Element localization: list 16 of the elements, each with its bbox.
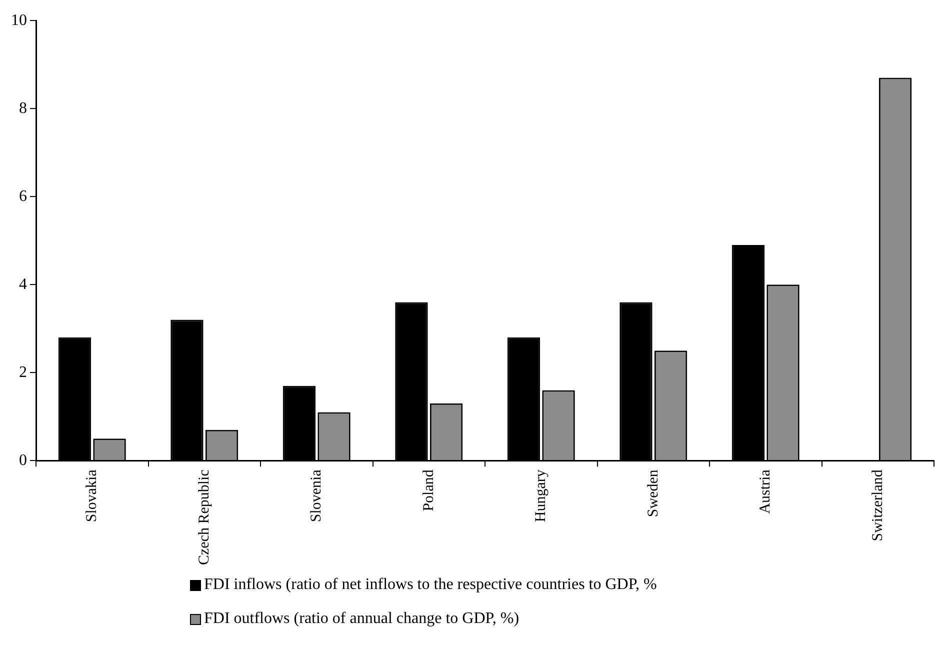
y-tick-label: 4: [19, 276, 27, 293]
x-tick-label: Poland: [420, 469, 437, 512]
x-tick-label: Hungary: [533, 469, 550, 522]
legend-label: FDI outflows (ratio of annual change to GDP, %): [204, 609, 520, 629]
y-tick-label: 0: [19, 452, 27, 469]
y-tick-label: 10: [11, 12, 27, 29]
y-tick-label: 6: [19, 188, 27, 205]
x-tick-label: Czech Republic: [196, 469, 212, 566]
x-tick-label: Sweden: [645, 469, 662, 518]
x-tick-label: Slovakia: [84, 469, 100, 522]
legend-label: FDI inflows (ratio of net inflows to the respective countries to GDP, %: [204, 575, 657, 595]
x-tick-label: Slovenia: [308, 469, 325, 522]
y-tick-label: 8: [19, 100, 27, 117]
x-tick-label: Switzerland: [870, 469, 886, 542]
y-tick-label: 2: [19, 364, 27, 381]
x-tick-label: Austria: [758, 469, 774, 514]
